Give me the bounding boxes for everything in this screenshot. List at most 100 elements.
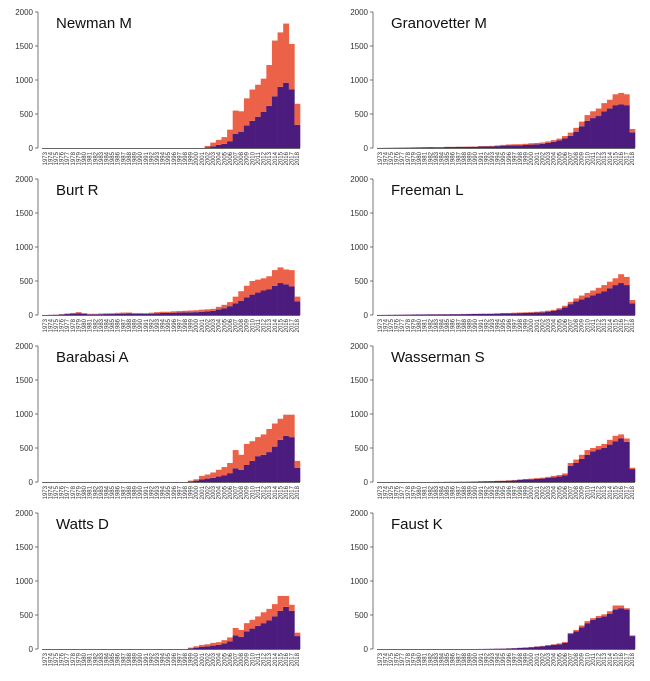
bar-segment-purple [260, 454, 267, 482]
bar-segment-orange [193, 310, 200, 313]
y-tick-label: 2000 [350, 175, 368, 184]
x-tick-label: 2011 [591, 151, 597, 165]
x-tick-label: 1994 [161, 318, 167, 332]
bar-segment-purple [612, 105, 619, 148]
bar-segment-purple [232, 303, 239, 315]
x-tick-label: 2003 [546, 652, 552, 666]
x-tick-label: 1986 [451, 652, 457, 666]
bar-segment-purple [466, 314, 473, 315]
bar-segment-orange [277, 595, 284, 611]
bar-segment-orange [590, 290, 597, 296]
x-tick-label: 1975 [389, 652, 395, 666]
x-tick-label: 1977 [65, 151, 71, 165]
bar-segment-purple [243, 465, 250, 482]
x-tick-label: 1982 [93, 485, 99, 499]
x-tick-label: 2010 [585, 652, 591, 666]
x-tick-label: 1996 [172, 151, 178, 165]
x-tick-label: 1988 [127, 318, 133, 332]
bar-segment-purple [612, 609, 619, 649]
bar-segment-purple [199, 479, 205, 482]
x-tick-label: 2013 [602, 151, 608, 165]
bar-segment-purple [131, 313, 138, 315]
bar-segment-purple [623, 609, 630, 649]
bar-segment-orange [528, 312, 535, 313]
bar-segment-orange [539, 311, 546, 313]
x-tick-label: 1992 [149, 151, 155, 165]
bar-segment-orange [288, 270, 295, 287]
bar-segment-purple [545, 142, 552, 148]
x-tick-label: 1977 [400, 151, 406, 165]
x-tick-label: 1978 [406, 485, 412, 499]
x-tick-label: 1976 [60, 318, 66, 332]
x-tick-label: 1976 [60, 652, 66, 666]
x-tick-label: 1987 [456, 652, 462, 666]
x-tick-label: 1997 [512, 652, 518, 666]
bar-segment-orange [573, 459, 580, 463]
bar-segment-orange [629, 128, 636, 133]
bar-segment-purple [506, 313, 512, 315]
bar-segment-purple [629, 469, 636, 482]
chart-panel: 0 500 1000 1500 2000 1973 1974 1975 1976 1977 1978… [350, 509, 636, 666]
bar-segment-purple [221, 143, 228, 148]
bar-segment-orange [215, 306, 222, 310]
x-tick-label: 1980 [417, 652, 423, 666]
x-tick-label: 1978 [406, 151, 412, 165]
x-tick-label: 2013 [602, 318, 608, 332]
bar-segment-orange [148, 312, 155, 314]
bar-segment-purple [227, 141, 233, 148]
bar-segment-purple [416, 314, 423, 315]
bar-segment-orange [120, 312, 127, 314]
bar-segment-orange [294, 632, 301, 637]
y-tick-label: 0 [364, 311, 369, 320]
x-tick-label: 2016 [619, 485, 625, 499]
x-tick-label: 1978 [71, 318, 77, 332]
x-tick-label: 1995 [166, 151, 172, 165]
x-tick-label: 2011 [591, 652, 597, 666]
bar-segment-orange [612, 605, 619, 610]
x-tick-label: 1990 [138, 151, 144, 165]
x-tick-label: 2006 [563, 318, 569, 332]
bar-segment-purple [584, 297, 591, 315]
bar-segment-purple [64, 314, 71, 315]
y-tick-label: 1000 [350, 243, 368, 252]
x-tick-label: 1992 [149, 485, 155, 499]
bar-segment-purple [517, 479, 524, 482]
bar-segment-purple [215, 144, 222, 148]
y-tick-label: 500 [20, 277, 34, 286]
y-tick-label: 500 [355, 444, 369, 453]
x-tick-label: 2004 [552, 151, 558, 165]
x-tick-label: 1977 [65, 652, 71, 666]
bar-segment-purple [500, 313, 507, 315]
chart-panel: 0 500 1000 1500 2000 1973 1974 1975 1976 1977 1978… [350, 342, 636, 499]
x-tick-label: 2016 [619, 151, 625, 165]
y-tick-label: 1000 [15, 577, 33, 586]
bar-segment-purple [629, 132, 636, 148]
x-tick-label: 2002 [540, 151, 546, 165]
bar-segment-purple [221, 643, 228, 649]
x-tick-label: 1978 [71, 151, 77, 165]
bar-segment-orange [567, 301, 574, 305]
x-tick-label: 1986 [116, 652, 122, 666]
x-tick-label: 2009 [245, 318, 251, 332]
bar-segment-purple [539, 646, 546, 649]
x-tick-label: 2015 [613, 318, 619, 332]
bar-segment-purple [249, 628, 256, 649]
bar-segment-purple [114, 313, 121, 315]
bar-segment-purple [500, 145, 507, 148]
bar-segment-purple [506, 648, 512, 649]
x-tick-label: 1996 [507, 151, 513, 165]
bar-segment-purple [142, 313, 149, 315]
bar-segment-orange [511, 144, 518, 146]
x-tick-label: 1993 [490, 151, 496, 165]
x-tick-label: 2009 [580, 151, 586, 165]
bar-segment-orange [612, 94, 619, 106]
x-tick-label: 1976 [395, 485, 401, 499]
bar-segment-purple [204, 646, 211, 649]
x-tick-label: 1978 [406, 318, 412, 332]
bar-segment-purple [506, 145, 512, 148]
bar-segment-orange [260, 78, 267, 112]
bar-segment-purple [461, 146, 468, 148]
bar-segment-purple [294, 124, 301, 148]
bar-segment-purple [238, 469, 245, 482]
bar-segment-purple [522, 479, 529, 482]
